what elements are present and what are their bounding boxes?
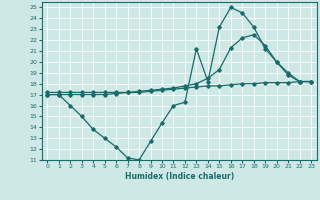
X-axis label: Humidex (Indice chaleur): Humidex (Indice chaleur) [124,172,234,181]
